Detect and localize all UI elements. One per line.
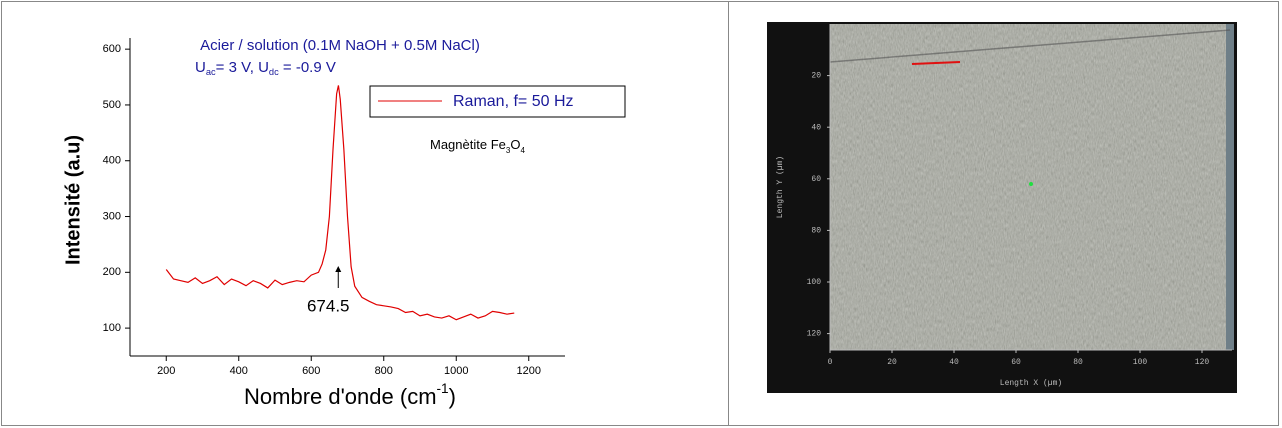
image-x-tick-label: 80 (1073, 358, 1083, 367)
rich-text: Magnètite Fe3O4 (430, 137, 525, 155)
script-text: -1 (437, 381, 449, 396)
y-axis-label: Intensité (a.u) (62, 135, 84, 265)
scratch (829, 29, 1231, 63)
y-tick-label: 100 (103, 322, 121, 334)
text-piece: Magnètite Fe (430, 137, 506, 152)
text-piece: O (510, 137, 520, 152)
x-tick-label: 400 (230, 365, 248, 377)
script-text: dc (269, 67, 279, 77)
x-tick-label: 1000 (444, 365, 468, 377)
rich-text: Uac= 3 V, Udc = -0.9 V (195, 59, 336, 77)
spectrum-line (165, 85, 515, 321)
image-x-tick-label: 0 (828, 358, 833, 367)
y-tick-label: 300 (103, 210, 121, 222)
text-piece: U (195, 59, 206, 76)
legend-label: Raman, f= 50 Hz (453, 93, 574, 110)
laser-line (911, 61, 961, 65)
y-tick-label: 500 (103, 99, 121, 111)
x-tick-label: 200 (157, 365, 175, 377)
rich-text: Nombre d'onde (cm-1) (244, 381, 456, 409)
image-x-tick-label: 60 (1011, 358, 1021, 367)
image-x-tick-label: 20 (887, 358, 897, 367)
image-y-tick-label: 40 (811, 123, 821, 132)
text-piece: Nombre d'onde (cm (244, 384, 437, 409)
script-text: 3 (506, 146, 511, 155)
x-tick-label: 1200 (517, 365, 541, 377)
image-y-tick-label: 100 (807, 278, 822, 287)
y-tick-label: 200 (103, 266, 121, 278)
micrograph-edge (1226, 24, 1234, 350)
legend-box (369, 85, 626, 118)
image-x-tick-label: 100 (1133, 358, 1148, 367)
x-tick-label: 800 (375, 365, 393, 377)
text-piece: = -0.9 V (279, 59, 336, 76)
text-piece: = 3 V, U (216, 59, 269, 76)
image-y-tick-label: 20 (811, 72, 821, 81)
y-tick-label: 600 (103, 43, 121, 55)
script-text: ac (206, 67, 216, 77)
image-y-tick-label: 120 (807, 330, 822, 339)
peak-arrow-head (335, 266, 342, 272)
image-x-label: Length X (µm) (1000, 379, 1062, 388)
image-y-label: Length Y (µm) (776, 156, 785, 218)
chart-title: Acier / solution (0.1M NaOH + 0.5M NaCl) (200, 37, 480, 54)
image-y-tick-label: 80 (811, 227, 821, 236)
focus-point (1029, 182, 1033, 186)
y-tick-label: 400 (103, 155, 121, 167)
text-piece: ) (449, 384, 456, 409)
peak-label: 674.5 (307, 296, 350, 315)
image-x-tick-label: 40 (949, 358, 959, 367)
script-text: 4 (520, 146, 525, 155)
image-y-tick-label: 60 (811, 175, 821, 184)
x-tick-label: 600 (302, 365, 320, 377)
image-x-tick-label: 120 (1195, 358, 1210, 367)
micrograph (830, 24, 1232, 350)
